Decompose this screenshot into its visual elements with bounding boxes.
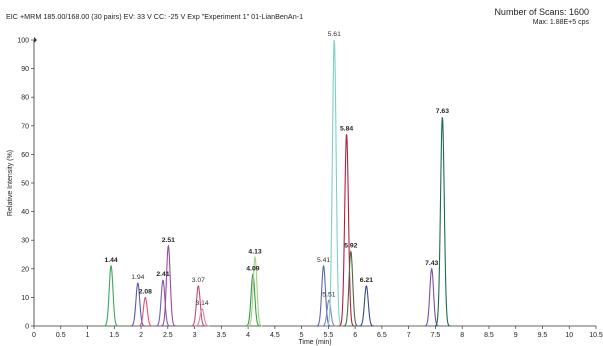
peak-trace bbox=[155, 279, 171, 327]
peak-trace bbox=[424, 267, 440, 327]
peak-label: 7.43 bbox=[425, 260, 438, 267]
peak-label: 1.94 bbox=[131, 274, 144, 281]
peak-trace bbox=[358, 285, 374, 327]
y-axis-arrow bbox=[34, 37, 37, 43]
peak-label: 7.63 bbox=[436, 108, 449, 115]
x-tick-label: 7.5 bbox=[431, 332, 441, 339]
x-tick-label: 1.5 bbox=[109, 332, 119, 339]
peak-label: 5.61 bbox=[328, 31, 341, 38]
x-tick-label: 2 bbox=[139, 332, 143, 339]
y-tick-label: 50 bbox=[21, 181, 29, 188]
peak-trace bbox=[190, 285, 206, 327]
y-tick-label: 80 bbox=[21, 95, 29, 102]
y-tick-label: 20 bbox=[21, 266, 29, 273]
x-axis-label: Time (min) bbox=[298, 339, 331, 346]
peak-trace bbox=[247, 255, 263, 327]
y-tick-label: 0 bbox=[25, 324, 29, 331]
x-tick-label: 0 bbox=[32, 332, 36, 339]
peak-label: 3.14 bbox=[195, 300, 208, 307]
scan-count-label: Number of Scans: 1600 bbox=[494, 7, 589, 17]
x-tick-label: 3.5 bbox=[216, 332, 226, 339]
peak-label: 2.41 bbox=[156, 271, 169, 278]
x-tick-label: 5.5 bbox=[324, 332, 334, 339]
x-tick-label: 8 bbox=[460, 332, 464, 339]
x-tick-label: 7 bbox=[407, 332, 411, 339]
x-tick-label: 9.5 bbox=[538, 332, 548, 339]
y-tick-label: 90 bbox=[21, 66, 29, 73]
x-tick-label: 6 bbox=[353, 332, 357, 339]
x-tick-label: 5 bbox=[300, 332, 304, 339]
x-tick-label: 4.5 bbox=[270, 332, 280, 339]
x-tick-label: 6.5 bbox=[377, 332, 387, 339]
peak-label: 5.41 bbox=[317, 257, 330, 264]
peak-trace bbox=[245, 273, 261, 327]
peak-label: 4.09 bbox=[246, 266, 259, 273]
chromatogram-header: EIC +MRM 185.00/168.00 (30 pairs) EV: 33… bbox=[6, 12, 304, 21]
peak-trace bbox=[434, 117, 450, 327]
chart-axes: 0 0.5 1 1.5 2 2.5 3 3.5 4 4.5 5 5.5 6 6.5 7 7.5 8 8.5 9 9.5… bbox=[7, 37, 603, 346]
peak-trace bbox=[160, 244, 176, 327]
x-tick-label: 10 bbox=[565, 332, 573, 339]
y-tick-label: 60 bbox=[21, 152, 29, 159]
peak-trace bbox=[338, 134, 355, 327]
y-tick-label: 10 bbox=[21, 295, 29, 302]
max-intensity-label: Max: 1.88E+5 cps bbox=[532, 19, 589, 26]
peak-trace bbox=[343, 250, 359, 327]
peak-trace bbox=[194, 308, 210, 327]
x-tick-label: 2.5 bbox=[163, 332, 173, 339]
peak-label: 5.51 bbox=[322, 291, 335, 298]
peak-trace bbox=[130, 282, 146, 327]
peak-label: 1.44 bbox=[104, 257, 117, 264]
peak-trace bbox=[321, 299, 337, 327]
peak-trace bbox=[137, 296, 153, 327]
peak-label: 4.13 bbox=[248, 248, 261, 255]
x-tick-label: 4 bbox=[246, 332, 250, 339]
x-tick-label: 1 bbox=[86, 332, 90, 339]
chart-series bbox=[103, 39, 450, 327]
peak-label: 3.07 bbox=[192, 277, 205, 284]
x-tick-label: 10.5 bbox=[589, 332, 603, 339]
y-tick-label: 70 bbox=[21, 123, 29, 130]
peak-label: 2.08 bbox=[139, 288, 152, 295]
x-tick-label: 8.5 bbox=[484, 332, 494, 339]
x-tick-label: 0.5 bbox=[56, 332, 66, 339]
peak-trace bbox=[103, 264, 119, 327]
peak-label: 5.84 bbox=[340, 125, 353, 132]
peak-label: 2.51 bbox=[162, 237, 175, 244]
peak-label: 5.92 bbox=[344, 243, 357, 250]
y-tick-label: 30 bbox=[21, 238, 29, 245]
y-axis-label: Relative Intensity (%) bbox=[7, 150, 14, 216]
peak-labels: 1.44 1.94 2.08 2.41 2.51 3.07 3.14 4.09 4.13 5.41… bbox=[104, 31, 449, 307]
y-tick-label: 40 bbox=[21, 209, 29, 216]
x-tick-label: 9 bbox=[514, 332, 518, 339]
y-tick-label: 100 bbox=[17, 38, 29, 45]
peak-trace bbox=[326, 39, 342, 327]
x-tick-label: 3 bbox=[193, 332, 197, 339]
peak-label: 6.21 bbox=[360, 277, 373, 284]
